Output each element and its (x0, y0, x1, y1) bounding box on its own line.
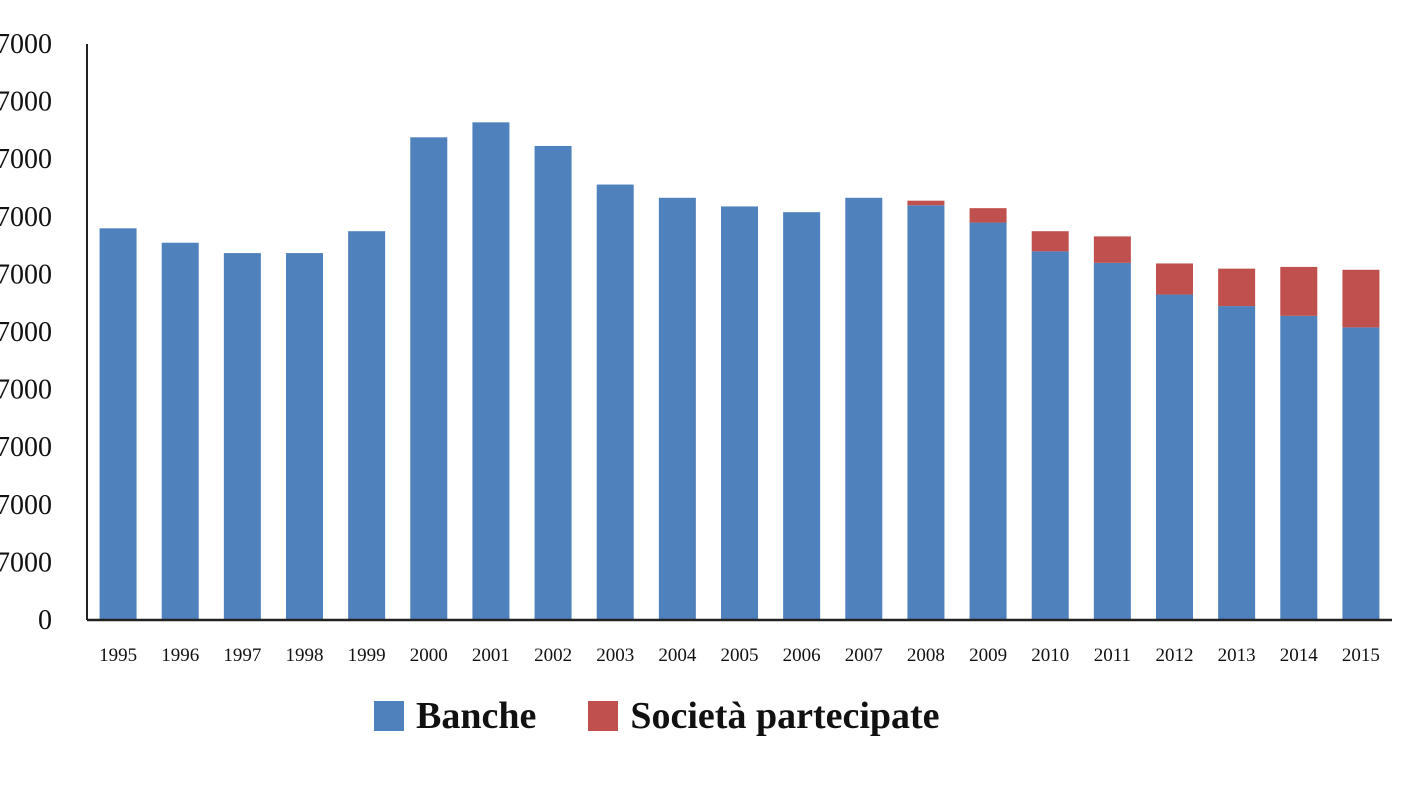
bar-societa-partecipate-2013 (1218, 268, 1256, 307)
x-tick-label: 2000 (410, 645, 448, 666)
bar-banche-2007 (845, 197, 883, 621)
bars-group (99, 122, 1380, 621)
x-tick-label: 2003 (596, 645, 634, 666)
x-tick-label: 2009 (969, 645, 1007, 666)
legend-swatch-societa-partecipate (588, 701, 619, 731)
x-tick-label: 2002 (534, 645, 572, 666)
x-tick-label: 2006 (783, 645, 821, 666)
stacked-bar-chart: 7000 7000 7000 7000 7000 7000 7000 7000 7000 7000… (0, 29, 1392, 666)
bar-banche-2003 (596, 184, 634, 620)
bar-banche-2011 (1093, 262, 1131, 620)
x-tick-label: 2008 (907, 645, 945, 666)
bar-societa-partecipate-2009 (969, 208, 1007, 223)
bar-banche-2002 (534, 145, 572, 620)
x-tick-label: 2012 (1156, 645, 1194, 666)
legend-item-banche: Banche (374, 694, 536, 738)
bar-banche-2012 (1156, 294, 1193, 620)
legend-label-societa-partecipate: Società partecipate (630, 695, 940, 737)
y-tick-label: 7000 (0, 375, 52, 406)
bar-banche-2000 (410, 137, 448, 620)
y-tick-label: 7000 (0, 259, 52, 290)
bar-banche-2015 (1342, 327, 1380, 620)
bar-banche-2013 (1218, 306, 1256, 620)
bar-banche-2005 (721, 206, 758, 620)
legend-swatch-banche (374, 701, 404, 731)
legend-label-banche: Banche (416, 695, 537, 737)
bar-societa-partecipate-2010 (1031, 231, 1069, 252)
y-tick-label: 7000 (0, 202, 52, 233)
bar-societa-partecipate-2014 (1280, 266, 1318, 316)
x-tick-label: 1996 (161, 645, 199, 666)
bar-societa-partecipate-2008 (907, 200, 945, 206)
y-tick-label: 7000 (0, 317, 52, 348)
x-tick-label: 2014 (1280, 645, 1319, 666)
bar-banche-2001 (472, 122, 510, 620)
bar-societa-partecipate-2012 (1156, 263, 1193, 295)
bar-societa-partecipate-2015 (1342, 269, 1380, 328)
x-tick-label: 2011 (1094, 645, 1131, 666)
x-tick-label: 2005 (721, 645, 759, 666)
bar-banche-2010 (1031, 251, 1069, 621)
bar-banche-2004 (658, 197, 696, 621)
y-tick-label: 7000 (0, 490, 52, 521)
bar-banche-1997 (223, 253, 261, 620)
y-tick-label: 7000 (0, 87, 52, 118)
bar-banche-2014 (1280, 315, 1318, 620)
y-tick-label: 7000 (0, 547, 52, 578)
bar-banche-1999 (348, 231, 386, 620)
y-tick-label: 0 (38, 605, 52, 636)
bar-banche-1996 (161, 242, 199, 620)
x-tick-label: 2004 (658, 645, 697, 666)
bar-societa-partecipate-2011 (1093, 236, 1131, 263)
x-tick-label: 2013 (1218, 645, 1256, 666)
x-tick-label: 1999 (348, 645, 386, 666)
x-tick-label: 1998 (286, 645, 324, 666)
bar-banche-2009 (969, 222, 1007, 620)
x-tick-label: 2001 (472, 645, 510, 666)
bar-banche-1998 (286, 253, 323, 620)
x-axis-ticks: 1995 1996 1997 1998 1999 2000 2001 2002 2003 2004… (99, 645, 1380, 666)
y-tick-label: 7000 (0, 432, 52, 463)
x-tick-label: 2010 (1031, 645, 1069, 666)
bar-banche-2008 (907, 205, 945, 620)
x-tick-label: 2007 (845, 645, 883, 666)
x-tick-label: 1995 (99, 645, 137, 666)
bar-banche-1995 (99, 228, 137, 620)
x-tick-label: 2015 (1342, 645, 1380, 666)
bar-banche-2006 (783, 212, 821, 620)
legend: Banche Società partecipate (374, 694, 992, 738)
y-axis-ticks: 7000 7000 7000 7000 7000 7000 7000 7000 7000 7000… (0, 29, 52, 636)
x-tick-label: 1997 (223, 645, 261, 666)
legend-item-societa-partecipate: Società partecipate (588, 694, 940, 738)
y-tick-label: 7000 (0, 144, 52, 175)
y-tick-label: 7000 (0, 29, 52, 60)
